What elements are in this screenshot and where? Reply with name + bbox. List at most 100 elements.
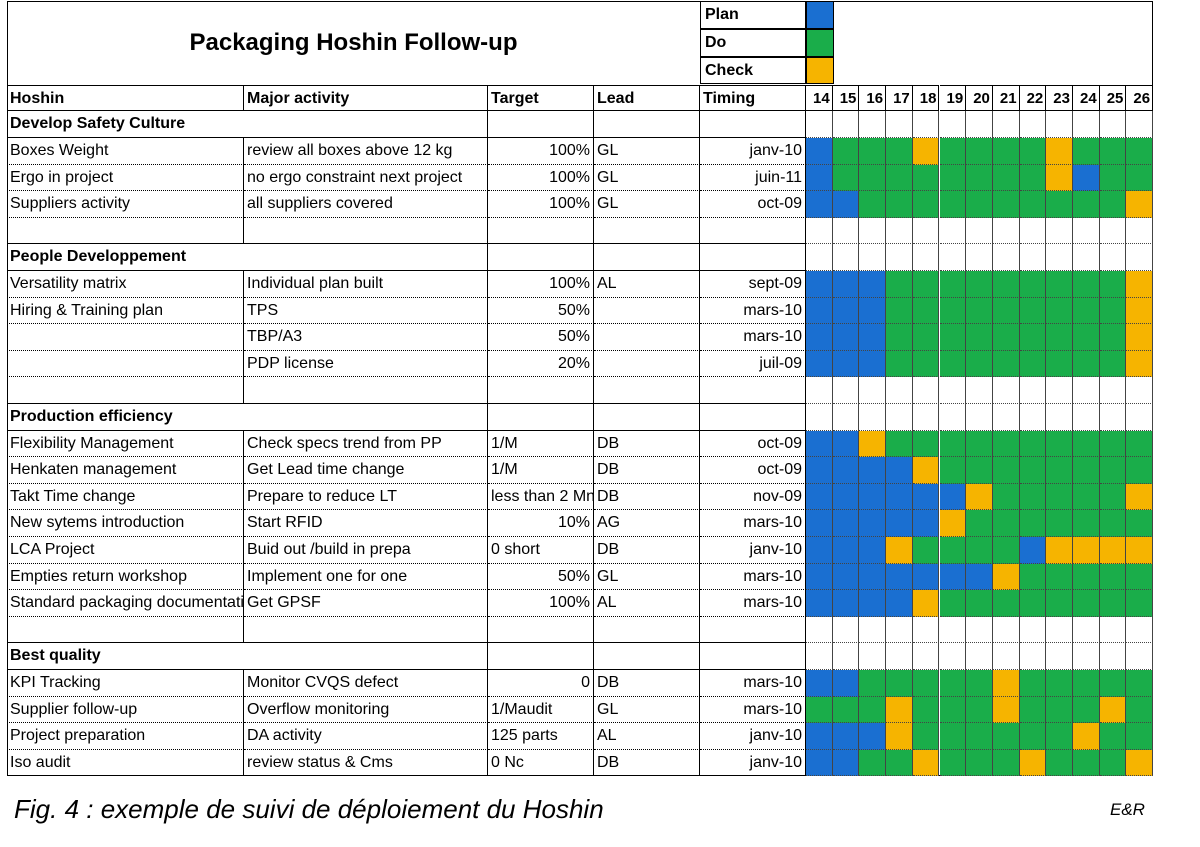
gantt-cell-plan [806,590,833,617]
lead-cell: DB [594,537,700,564]
empty-cell [244,217,488,245]
timing-cell: mars-10 [700,696,806,724]
gantt-cell-empty [1126,616,1154,644]
gantt-cell-empty [1099,643,1127,670]
gantt-cell-plan [806,271,833,298]
gantt-cell-empty [859,244,887,271]
gantt-cell-check [1046,537,1073,564]
gantt-cell-do [1046,350,1073,378]
lead-cell: AL [594,590,700,617]
hoshin-cell: LCA Project [7,537,244,564]
lead-cell: GL [594,164,700,192]
gantt-cell-empty [832,217,860,245]
week-25: 25 [1099,84,1127,112]
gantt-cell-do [1099,723,1127,750]
timing-cell: oct-09 [700,457,806,484]
lead-cell: GL [594,563,700,591]
gantt-cell-check [1019,749,1047,777]
timing-cell: mars-10 [700,563,806,591]
gantt-cell-do [886,324,913,351]
gantt-cell-plan [806,138,833,165]
hoshin-cell: Versatility matrix [7,271,244,298]
week-26: 26 [1126,84,1154,112]
gantt-cell-do [939,138,967,165]
gantt-cell-do [939,723,967,750]
gantt-cell-do [1073,590,1100,617]
gantt-cell-do [1073,138,1100,165]
gantt-cell-do [806,696,833,724]
gantt-cell-check [966,483,993,511]
lead-cell: AG [594,510,700,537]
gantt-cell-do [1073,563,1100,591]
gantt-cell-do [939,457,967,484]
gantt-cell-do [912,271,940,298]
gantt-cell-do [992,430,1020,458]
week-21: 21 [992,84,1020,112]
gantt-cell-do [1099,457,1127,484]
gantt-cell-check [992,670,1020,697]
gantt-cell-do [1073,271,1100,298]
gantt-cell-plan [859,297,887,325]
target-cell: 1/M [488,430,594,458]
gantt-cell-empty [832,244,860,271]
empty-cell [7,377,244,404]
gantt-cell-do [966,670,993,697]
gantt-cell-do [1073,696,1100,724]
header-hoshin: Hoshin [7,84,244,112]
gantt-cell-do [1099,483,1127,511]
gantt-cell-plan [806,723,833,750]
activity-cell: Start RFID [244,510,488,537]
gantt-cell-empty [1126,377,1154,404]
timing-cell: oct-09 [700,191,806,218]
empty-cell [594,377,700,404]
hoshin-cell: Takt Time change [7,483,244,511]
lead-cell [594,297,700,325]
activity-cell: Monitor CVQS defect [244,670,488,697]
gantt-cell-do [939,350,967,378]
empty-cell [244,643,488,670]
gantt-cell-empty [912,244,940,271]
gantt-cell-empty [912,111,940,138]
gantt-cell-do [886,164,913,192]
gantt-cell-do [992,271,1020,298]
gantt-cell-do [939,324,967,351]
week-24: 24 [1073,84,1100,112]
empty-cell [700,404,806,431]
gantt-cell-empty [912,616,940,644]
gantt-cell-do [966,324,993,351]
activity-cell: TPS [244,297,488,325]
target-cell: 0 Nc [488,749,594,777]
empty-cell [700,616,806,644]
gantt-cell-do [1019,324,1047,351]
gantt-cell-do [912,297,940,325]
gantt-cell-plan [806,164,833,192]
gantt-cell-check [1126,350,1154,378]
gantt-cell-plan [832,723,860,750]
gantt-cell-plan [806,457,833,484]
gantt-cell-check [1126,749,1154,777]
gantt-cell-empty [939,616,967,644]
legend-do: Do [700,28,806,57]
gantt-cell-plan [832,749,860,777]
header-activity: Major activity [244,84,488,112]
gantt-cell-do [832,164,860,192]
lead-cell [594,350,700,378]
gantt-cell-empty [832,616,860,644]
gantt-cell-plan [832,537,860,564]
hoshin-cell: Hiring & Training plan [7,297,244,325]
gantt-cell-do [966,537,993,564]
gantt-cell-do [992,164,1020,192]
gantt-cell-empty [1073,111,1100,138]
gantt-cell-do [912,430,940,458]
gantt-cell-do [939,430,967,458]
gantt-cell-do [1046,723,1073,750]
gantt-cell-do [1019,350,1047,378]
week-17: 17 [886,84,913,112]
activity-cell: no ergo constraint next project [244,164,488,192]
gantt-cell-plan [859,590,887,617]
empty-cell [700,377,806,404]
lead-cell: GL [594,696,700,724]
gantt-cell-do [1126,430,1154,458]
gantt-cell-do [966,138,993,165]
